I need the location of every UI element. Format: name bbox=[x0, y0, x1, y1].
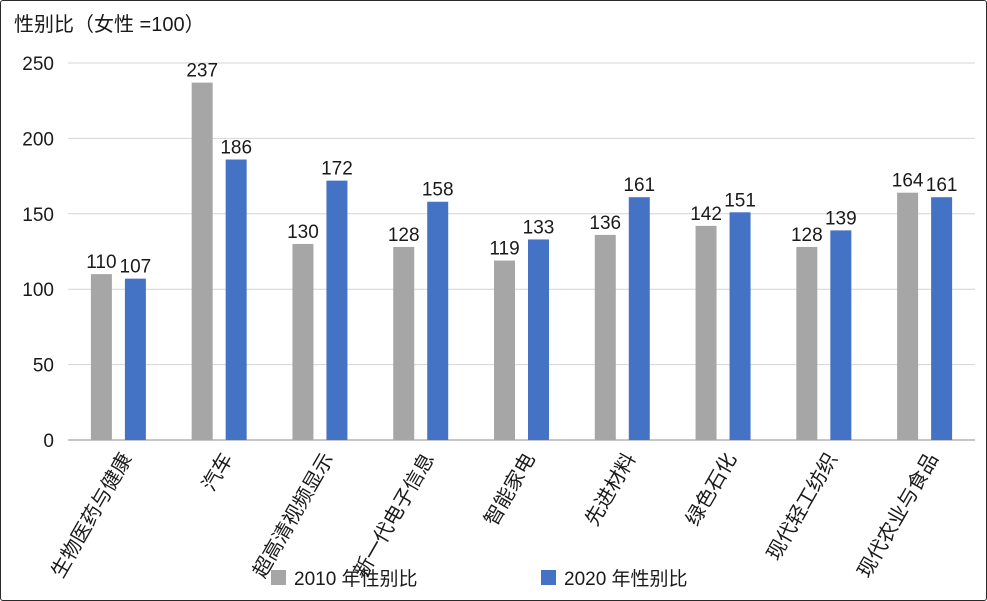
data-label-2020-4: 133 bbox=[523, 217, 555, 238]
y-tick-0: 0 bbox=[43, 431, 54, 452]
y-tick-250: 250 bbox=[22, 54, 54, 75]
legend-label-2020: 2020 年性别比 bbox=[564, 568, 688, 590]
data-label-2020-1: 186 bbox=[220, 138, 252, 159]
bar-2010-7 bbox=[796, 246, 818, 440]
legend-swatch-2010 bbox=[271, 570, 286, 585]
category-label-5: 先进材料 bbox=[581, 449, 641, 530]
bar-2010-3 bbox=[393, 246, 415, 440]
bar-2020-0 bbox=[124, 278, 146, 440]
bar-2020-3 bbox=[427, 201, 449, 440]
category-label-8: 现代农业与食品 bbox=[853, 449, 943, 582]
y-tick-150: 150 bbox=[22, 205, 54, 226]
data-label-2020-0: 107 bbox=[120, 257, 152, 278]
grid-lines bbox=[68, 62, 975, 441]
bar-2020-4 bbox=[528, 239, 549, 440]
legend-label-2010: 2010 年性别比 bbox=[294, 568, 418, 590]
bar-2020-5 bbox=[628, 197, 650, 440]
bar-2020-6 bbox=[729, 212, 751, 440]
data-label-2020-8: 161 bbox=[926, 175, 958, 196]
y-tick-200: 200 bbox=[22, 129, 54, 150]
bar-2010-1 bbox=[191, 82, 213, 440]
category-labels: 生物医药与健康 汽车 超高清视频显示 新一代电子信息 智能家电 先进材料 绿色石化 现代轻工纺… bbox=[47, 449, 943, 582]
bar-2020-8 bbox=[931, 197, 953, 440]
category-label-7: 现代轻工纺织 bbox=[762, 449, 842, 564]
legend-swatch-2020 bbox=[541, 570, 556, 585]
y-tick-50: 50 bbox=[33, 356, 54, 377]
y-tick-labels: 0 50 100 150 200 250 bbox=[22, 54, 54, 452]
data-label-2020-7: 139 bbox=[825, 208, 857, 229]
category-label-2: 超高清视频显示 bbox=[248, 449, 338, 582]
data-label-2010-0: 110 bbox=[86, 252, 116, 273]
data-label-2010-3: 128 bbox=[388, 225, 420, 246]
category-label-3: 新一代电子信息 bbox=[349, 449, 439, 582]
bar-2010-8 bbox=[897, 192, 919, 440]
bars bbox=[90, 82, 953, 440]
category-label-0: 生物医药与健康 bbox=[47, 449, 137, 582]
bar-2020-2 bbox=[326, 180, 348, 440]
bar-2010-2 bbox=[292, 243, 314, 440]
data-label-2010-1: 237 bbox=[186, 61, 218, 82]
data-label-2020-6: 151 bbox=[724, 190, 756, 211]
data-label-2020-5: 161 bbox=[623, 175, 655, 196]
data-label-2010-4: 119 bbox=[489, 239, 519, 260]
data-label-2010-2: 130 bbox=[287, 222, 319, 243]
y-tick-100: 100 bbox=[22, 280, 54, 301]
legend: 2010 年性别比 2020 年性别比 bbox=[271, 568, 688, 590]
bar-2010-6 bbox=[695, 225, 717, 440]
data-label-2010-7: 128 bbox=[791, 225, 823, 246]
category-label-6: 绿色石化 bbox=[681, 449, 741, 530]
data-label-2010-5: 136 bbox=[589, 213, 621, 234]
bar-2020-1 bbox=[225, 159, 247, 440]
data-label-2020-3: 158 bbox=[422, 180, 454, 201]
data-label-2010-8: 164 bbox=[892, 171, 924, 192]
bar-2020-7 bbox=[830, 230, 852, 440]
bar-2010-4 bbox=[494, 260, 515, 440]
category-label-4: 智能家电 bbox=[480, 449, 540, 530]
y-axis-label: 性别比（女性 =100） bbox=[14, 13, 205, 36]
data-label-2010-6: 142 bbox=[690, 204, 722, 225]
data-label-2020-2: 172 bbox=[321, 159, 353, 180]
bar-2010-0 bbox=[90, 274, 112, 440]
bar-2010-5 bbox=[594, 234, 616, 440]
category-label-1: 汽车 bbox=[198, 449, 238, 495]
